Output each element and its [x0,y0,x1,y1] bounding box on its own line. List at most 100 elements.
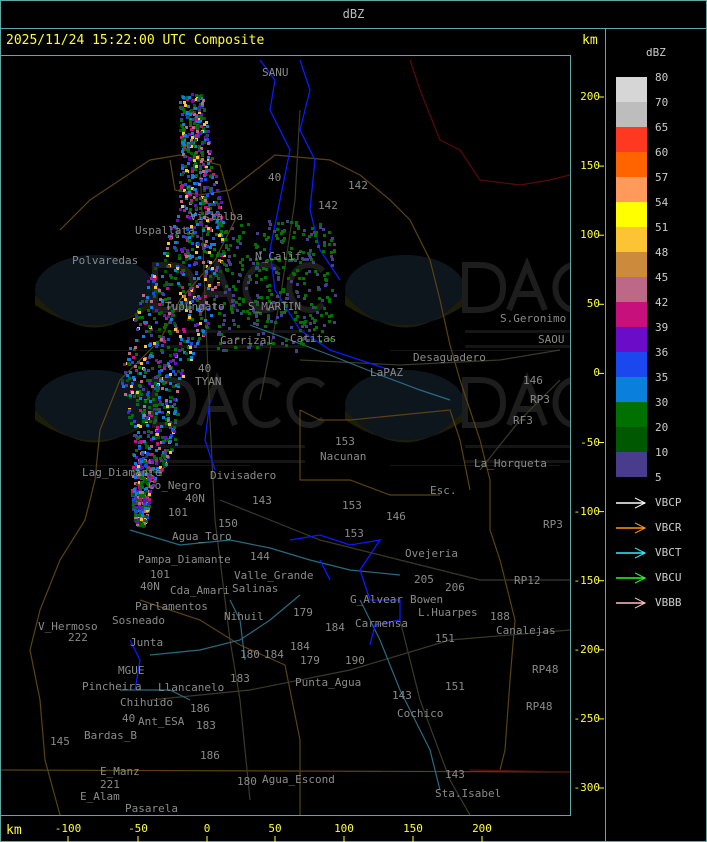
radar-echo-pixel [153,295,156,298]
radar-echo-pixel [199,165,202,168]
hydro-outline [204,399,216,471]
place-label: Pasarela [125,802,178,815]
radar-echo-pixel [249,258,252,261]
radar-echo-pixel [160,425,163,428]
radar-echo-pixel [328,320,331,323]
radar-echo-pixel [229,244,232,247]
radar-echo-pixel [172,370,175,373]
radar-echo-pixel [242,231,245,234]
radar-echo-pixel [203,307,206,310]
radar-echo-pixel [139,409,142,412]
radar-echo-pixel [182,128,185,131]
radar-echo-pixel [144,473,147,476]
radar-echo-pixel [138,495,141,498]
radar-echo-pixel [137,431,140,434]
color-scale-swatch [616,227,647,252]
radar-echo-pixel [148,447,151,450]
radar-echo-pixel [171,405,174,408]
radar-echo-pixel [211,267,214,270]
radar-echo-pixel [166,455,169,458]
radar-echo-pixel [200,125,203,128]
radar-echo-pixel [168,312,171,315]
radar-echo-pixel [204,196,207,199]
radar-echo-pixel [148,501,151,504]
radar-echo-pixel [143,503,146,506]
radar-echo-pixel [191,136,194,139]
radar-echo-pixel [268,284,271,287]
radar-echo-pixel [210,211,213,214]
radar-echo-pixel [166,287,169,290]
radar-echo-pixel [175,249,178,252]
radar-echo-pixel [164,270,167,273]
radar-echo-pixel [268,220,271,223]
radar-echo-pixel [253,322,256,325]
radar-echo-pixel [189,306,192,309]
radar-echo-pixel [191,132,194,135]
radar-echo-pixel [195,194,198,197]
place-label: Uspallata [135,224,195,237]
route-number-label: 180 [237,775,257,788]
y-axis-unit: km [582,33,598,48]
place-label: Parlamentos [135,600,208,613]
radar-echo-pixel [202,227,205,230]
radar-echo-pixel [255,281,258,284]
radar-echo-pixel [180,301,183,304]
radar-echo-pixel [281,241,284,244]
radar-echo-pixel [202,127,205,130]
radar-echo-pixel [130,416,133,419]
radar-echo-pixel [207,156,210,159]
radar-echo-pixel [134,482,137,485]
radar-echo-pixel [187,254,190,257]
radar-echo-pixel [279,291,282,294]
radar-echo-pixel [161,436,164,439]
route-number-label: 145 [50,735,70,748]
radar-echo-pixel [190,145,193,148]
radar-echo-pixel [205,270,208,273]
radar-echo-pixel [142,388,145,391]
radar-echo-pixel [188,236,191,239]
radar-echo-pixel [238,237,241,240]
radar-echo-pixel [248,275,251,278]
radar-echo-pixel [133,395,136,398]
radar-echo-pixel [191,300,194,303]
radar-echo-pixel [142,473,145,476]
radar-echo-pixel [328,315,331,318]
radar-echo-pixel [179,292,182,295]
place-label: S_MARTIN [248,300,301,313]
river-line [229,599,246,661]
radar-echo-pixel [172,385,175,388]
radar-echo-pixel [223,263,226,266]
radar-echo-pixel [187,105,190,108]
radar-echo-pixel [156,442,159,445]
radar-echo-pixel [138,366,141,369]
radar-echo-pixel [174,277,177,280]
radar-echo-pixel [174,354,177,357]
radar-echo-pixel [323,234,326,237]
radar-echo-pixel [325,312,328,315]
radar-echo-pixel [145,515,148,518]
route-number-label: 153 [344,527,364,540]
radar-echo-pixel [144,480,147,483]
radar-map[interactable] [0,55,571,816]
radar-echo-pixel [156,389,159,392]
radar-echo-pixel [195,206,198,209]
radar-echo-pixel [207,211,210,214]
route-number-label: 40N [140,580,160,593]
river-line [249,324,451,401]
radar-echo-pixel [201,200,204,203]
radar-echo-pixel [199,223,202,226]
radar-echo-pixel [256,262,259,265]
radar-echo-pixel [230,305,233,308]
radar-echo-pixel [208,251,211,254]
radar-echo-pixel [239,242,242,245]
radar-echo-pixel [198,118,201,121]
radar-echo-pixel [199,322,202,325]
radar-echo-pixel [181,113,184,116]
radar-echo-pixel [193,155,196,158]
radar-echo-pixel [162,451,165,454]
radar-echo-pixel [162,441,165,444]
radar-echo-pixel [270,293,273,296]
radar-echo-pixel [190,139,193,142]
radar-echo-pixel [200,117,203,120]
radar-echo-pixel [146,461,149,464]
